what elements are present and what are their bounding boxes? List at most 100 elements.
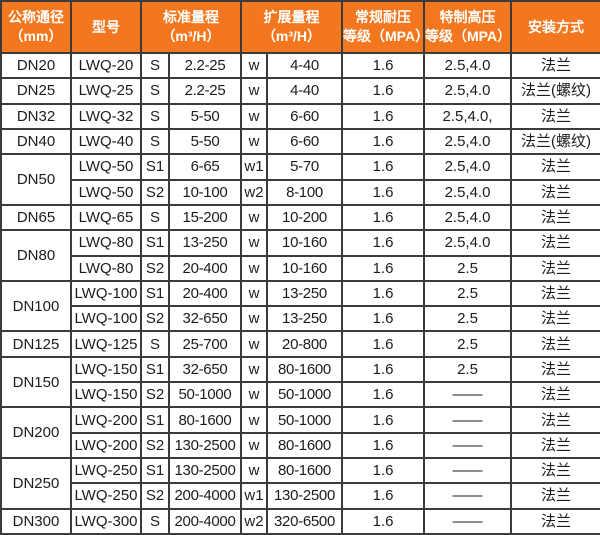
- table-row: DN20 LWQ-20 S 2.2-25 w 4-40 1.6 2.5,4.0 法兰: [0, 51, 600, 80]
- cell-standard-code: S1: [140, 355, 170, 384]
- cell-pressure-high: 2.5: [423, 330, 512, 358]
- header-pressure-regular: 常规耐压 等级（MPA）: [341, 0, 425, 54]
- cell-model: LWQ-40: [70, 127, 142, 156]
- cell-standard-range: 13-250: [168, 229, 242, 257]
- cell-pressure-high: 2.5,4.0: [423, 178, 512, 206]
- cell-standard-range: 15-200: [168, 203, 242, 232]
- cell-standard-range: 2.2-25: [168, 77, 242, 105]
- cell-extended-range: 6-60: [266, 102, 343, 130]
- cell-extended-range: 13-250: [266, 305, 343, 333]
- cell-extended-range: 8-100: [266, 178, 343, 206]
- cell-pressure-high: 2.5,4.0: [423, 203, 512, 232]
- cell-standard-code: S: [140, 77, 170, 105]
- cell-model: LWQ-150: [70, 355, 142, 384]
- cell-standard-code: S2: [140, 431, 170, 460]
- cell-diameter: DN80: [0, 229, 72, 282]
- cell-extended-code: w: [240, 279, 268, 308]
- cell-standard-code: S2: [140, 482, 170, 510]
- cell-extended-code: w: [240, 127, 268, 156]
- cell-extended-range: 320-6500: [266, 507, 343, 535]
- cell-model: LWQ-100: [70, 305, 142, 333]
- table-row: DN32 LWQ-32 S 5-50 w 6-60 1.6 2.5,4.0, 法兰: [0, 102, 600, 130]
- cell-install: 法兰: [510, 279, 600, 308]
- table-row: LWQ-250 S2 200-4000 w1 130-2500 1.6 —— 法兰: [1, 482, 600, 510]
- cell-diameter: DN125: [0, 330, 72, 358]
- cell-pressure-regular: 1.6: [341, 127, 425, 156]
- cell-extended-range: 10-160: [266, 254, 343, 282]
- cell-extended-code: w2: [240, 178, 268, 206]
- cell-extended-range: 10-160: [266, 229, 343, 257]
- cell-pressure-regular: 1.6: [341, 507, 425, 535]
- cell-pressure-regular: 1.6: [341, 254, 425, 282]
- cell-pressure-high: 2.5,4.0: [423, 153, 512, 181]
- cell-extended-code: w1: [240, 482, 268, 510]
- cell-pressure-regular: 1.6: [341, 482, 425, 510]
- cell-extended-range: 6-60: [266, 127, 343, 156]
- cell-pressure-regular: 1.6: [341, 102, 425, 130]
- cell-diameter: DN200: [0, 406, 72, 459]
- header-extended-range: 扩展量程 （m³/H）: [240, 0, 343, 54]
- cell-pressure-high: ——: [423, 456, 512, 485]
- cell-pressure-high: ——: [423, 406, 512, 434]
- cell-pressure-regular: 1.6: [341, 178, 425, 206]
- table-row: DN200 LWQ-200 S1 80-1600 w 50-1000 1.6 —— 法兰: [0, 406, 600, 459]
- header-diameter: 公称通径 （mm）: [0, 0, 72, 54]
- cell-standard-range: 5-50: [168, 127, 242, 156]
- cell-extended-range: 4-40: [266, 51, 343, 80]
- cell-install: 法兰: [510, 381, 600, 409]
- cell-model: LWQ-100: [70, 279, 142, 308]
- cell-pressure-regular: 1.6: [341, 51, 425, 80]
- cell-diameter: DN65: [0, 203, 72, 232]
- cell-diameter: DN300: [0, 507, 72, 535]
- cell-standard-code: S: [140, 127, 170, 156]
- header-pressure-high: 特制高压 等级（MPA）: [423, 0, 512, 54]
- cell-model: LWQ-200: [70, 406, 142, 434]
- table-row: DN50 LWQ-50 S1 6-65 w1 5-70 1.6 2.5,4.0 法兰: [0, 153, 600, 206]
- cell-pressure-high: 2.5: [423, 305, 512, 333]
- cell-extended-range: 80-1600: [266, 431, 343, 460]
- cell-pressure-high: 2.5: [423, 355, 512, 384]
- cell-extended-range: 13-250: [266, 279, 343, 308]
- table-row: DN250 LWQ-250 S1 130-2500 w 80-1600 1.6 —— 法兰: [0, 456, 600, 510]
- cell-extended-code: w: [240, 330, 268, 358]
- cell-extended-code: w1: [240, 153, 268, 181]
- cell-diameter: DN100: [0, 279, 72, 333]
- cell-install: 法兰: [510, 254, 600, 282]
- cell-standard-code: S: [140, 51, 170, 80]
- cell-standard-code: S1: [140, 279, 170, 308]
- cell-pressure-regular: 1.6: [341, 153, 425, 181]
- cell-pressure-regular: 1.6: [341, 381, 425, 409]
- cell-standard-code: S2: [140, 254, 170, 282]
- cell-extended-code: w: [240, 355, 268, 384]
- cell-extended-range: 20-800: [266, 330, 343, 358]
- cell-pressure-high: ——: [423, 381, 512, 409]
- cell-standard-code: S1: [140, 406, 170, 434]
- cell-standard-range: 200-4000: [168, 507, 242, 535]
- cell-standard-range: 10-100: [168, 178, 242, 206]
- cell-standard-range: 6-65: [168, 153, 242, 181]
- cell-standard-code: S1: [140, 229, 170, 257]
- table-row: LWQ-80 S2 20-400 w 10-160 1.6 2.5 法兰: [1, 254, 600, 282]
- cell-install: 法兰: [510, 153, 600, 181]
- cell-pressure-high: 2.5,4.0: [423, 51, 512, 80]
- spec-table-body: DN20 LWQ-20 S 2.2-25 w 4-40 1.6 2.5,4.0 法兰 DN25 LW…: [0, 51, 600, 535]
- cell-model: LWQ-300: [70, 507, 142, 535]
- cell-standard-code: S: [140, 507, 170, 535]
- cell-extended-code: w: [240, 456, 268, 485]
- cell-model: LWQ-65: [70, 203, 142, 232]
- cell-install: 法兰: [510, 305, 600, 333]
- cell-standard-range: 5-50: [168, 102, 242, 130]
- cell-diameter: DN150: [0, 355, 72, 409]
- cell-install: 法兰: [510, 330, 600, 358]
- cell-pressure-regular: 1.6: [341, 431, 425, 460]
- cell-standard-range: 2.2-25: [168, 51, 242, 80]
- cell-pressure-regular: 1.6: [341, 355, 425, 384]
- cell-diameter: DN25: [0, 77, 72, 105]
- cell-install: 法兰: [510, 355, 600, 384]
- cell-pressure-high: 2.5: [423, 254, 512, 282]
- cell-extended-code: w: [240, 203, 268, 232]
- header-standard-range: 标准量程 （m³/H）: [140, 0, 242, 54]
- cell-extended-code: w: [240, 102, 268, 130]
- table-row: DN150 LWQ-150 S1 32-650 w 80-1600 1.6 2.5 法兰: [0, 355, 600, 409]
- table-row: DN80 LWQ-80 S1 13-250 w 10-160 1.6 2.5,4.0 法兰: [0, 229, 600, 282]
